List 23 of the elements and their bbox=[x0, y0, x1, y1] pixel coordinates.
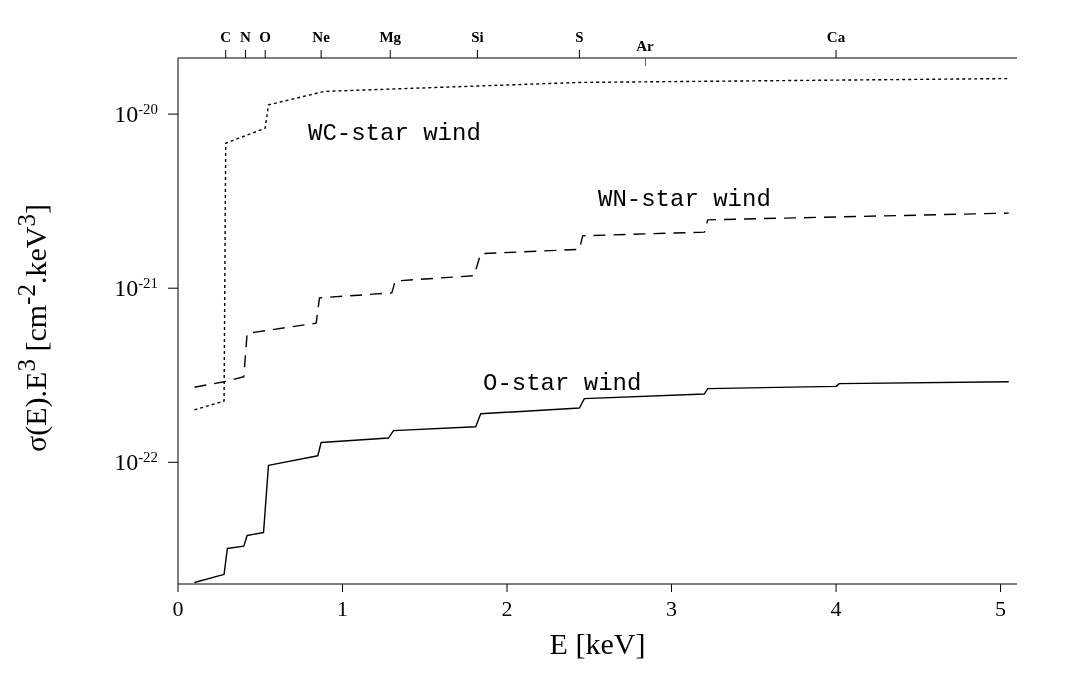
series-label: O-star wind bbox=[483, 370, 642, 397]
x-tick-label: 2 bbox=[501, 596, 513, 621]
y-tick-label: 10$^{-21}$ bbox=[114, 275, 158, 302]
annotation: N bbox=[240, 29, 252, 45]
annotation: S bbox=[575, 29, 584, 45]
y-tick-label: 10$^{-22}$ bbox=[114, 449, 158, 476]
annotation: Mg bbox=[379, 29, 402, 45]
x-tick-label: 1 bbox=[337, 596, 349, 621]
x-axis-title: E [keV] bbox=[549, 627, 646, 660]
annotation: O bbox=[259, 29, 272, 45]
annotation: Si bbox=[471, 29, 484, 45]
y-tick-label: 10$^{-20}$ bbox=[114, 101, 158, 128]
series-label: WC-star wind bbox=[308, 120, 481, 147]
line-series bbox=[193, 77, 1010, 411]
annotation: C bbox=[220, 29, 232, 45]
x-tick-label: 5 bbox=[995, 596, 1007, 621]
annotation: Ne bbox=[312, 29, 331, 45]
series-label: WN-star wind bbox=[598, 186, 771, 213]
x-tick-label: 4 bbox=[830, 596, 842, 621]
text: Ar bbox=[636, 37, 654, 55]
annotation: Ca bbox=[826, 29, 846, 45]
x-tick-label: 3 bbox=[666, 596, 678, 621]
x-tick-label: 0 bbox=[172, 596, 184, 621]
